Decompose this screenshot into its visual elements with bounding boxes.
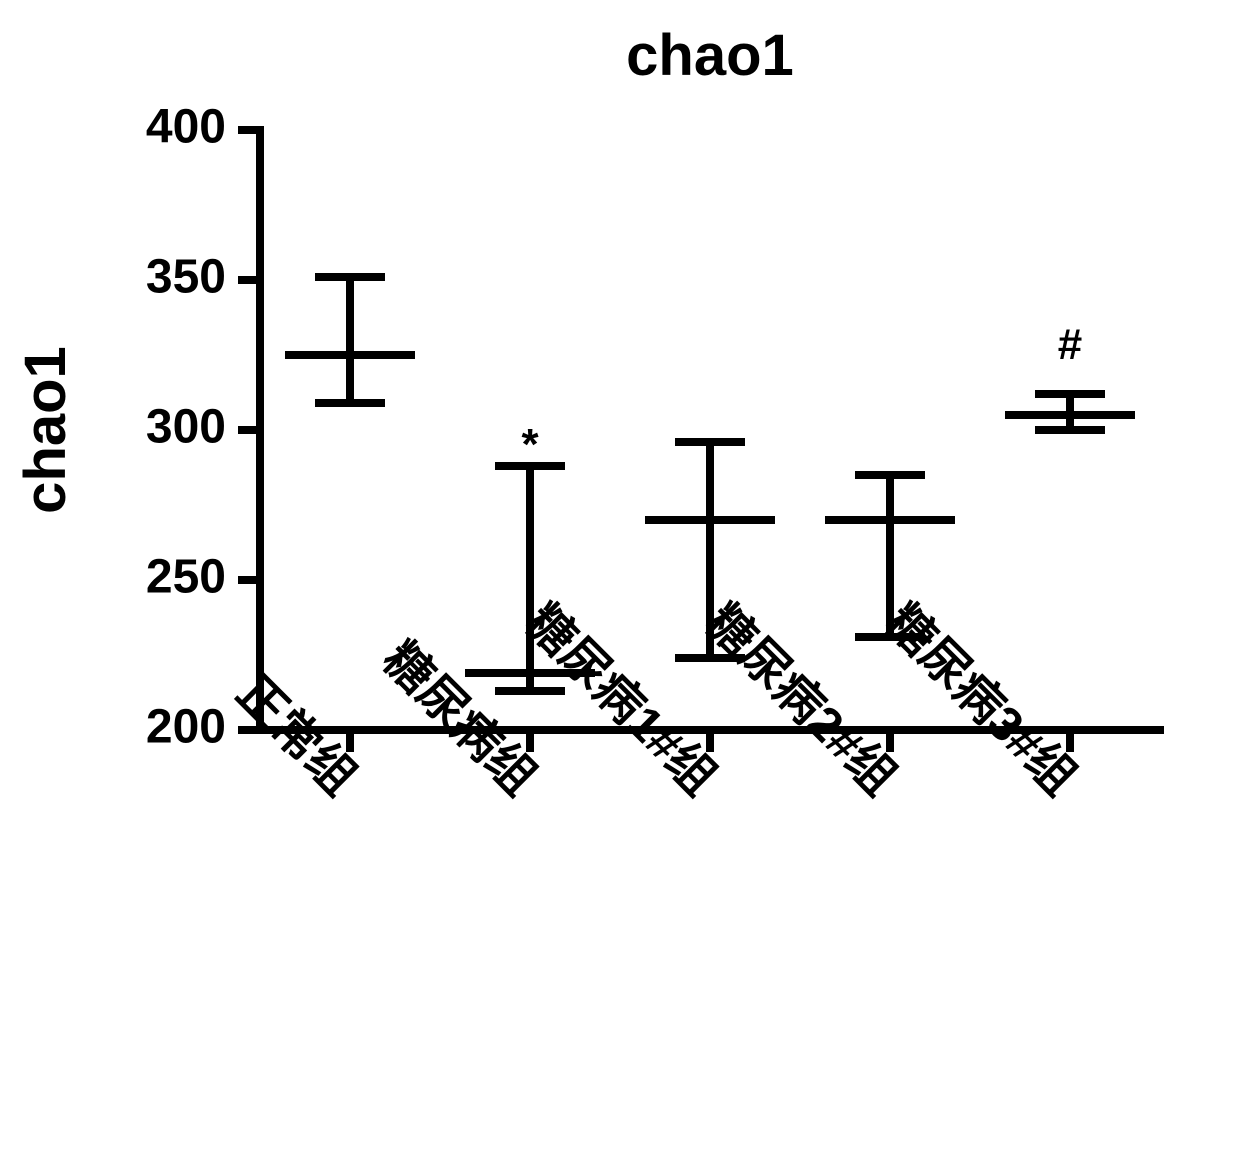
x-tick-label: 糖尿病1#组 (515, 595, 726, 806)
significance-annotation: # (1058, 320, 1082, 369)
y-tick-label: 400 (146, 101, 226, 154)
y-tick-label: 250 (146, 551, 226, 604)
y-tick-label: 350 (146, 251, 226, 304)
x-tick-label: 糖尿病2#组 (695, 595, 906, 806)
y-tick-label: 200 (146, 701, 226, 754)
x-tick-label: 糖尿病3#组 (875, 595, 1086, 806)
x-tick-label: 正常组 (227, 666, 366, 805)
y-tick-label: 300 (146, 401, 226, 454)
x-tick-label: 糖尿病组 (373, 632, 546, 805)
chart-title: chao1 (626, 23, 794, 88)
y-axis-label: chao1 (13, 346, 78, 514)
chart-svg: chao1 chao1 200 250 300 350 400 正常组糖尿病组 * 糖尿病1#组糖… (0, 0, 1240, 1164)
chao1-chart: chao1 chao1 200 250 300 350 400 正常组糖尿病组 * 糖尿病1#组糖… (0, 0, 1240, 1164)
significance-annotation: * (521, 420, 539, 469)
